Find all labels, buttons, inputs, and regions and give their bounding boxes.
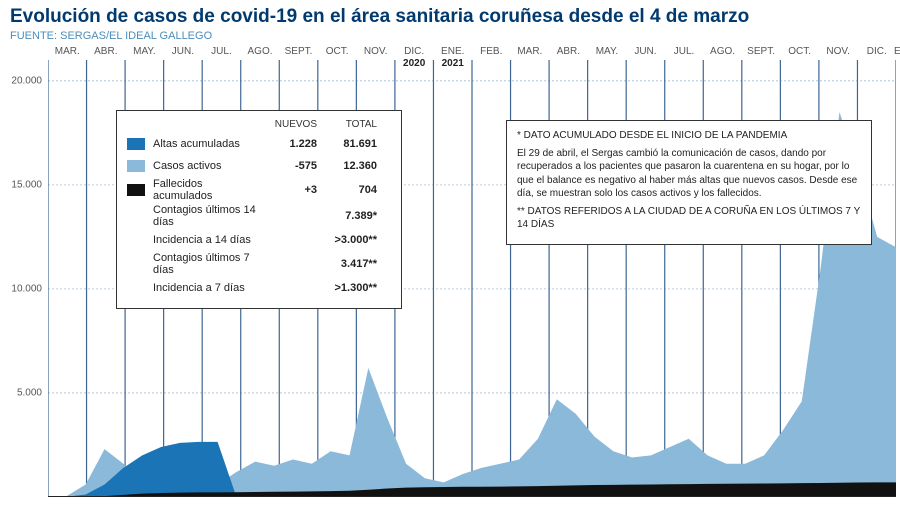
x-tick-label: OCT. [788, 46, 811, 57]
legend-label: Contagios últimos 7 días [153, 252, 257, 276]
legend-label: Casos activos [153, 160, 257, 172]
legend-row: Altas acumuladas1.22881.691 [127, 134, 391, 154]
legend-total: >1.300** [317, 282, 377, 294]
legend-row: Casos activos-57512.360 [127, 156, 391, 176]
y-tick-label: 10.000 [11, 283, 42, 294]
legend-nuevos: +3 [257, 184, 317, 196]
legend-nuevos: 1.228 [257, 138, 317, 150]
x-tick-label: AGO. [247, 46, 272, 57]
footnote-line-1: * DATO ACUMULADO DESDE EL INICIO DE LA P… [517, 129, 861, 143]
x-tick-label: FEB. [480, 46, 502, 57]
footnote-box: * DATO ACUMULADO DESDE EL INICIO DE LA P… [506, 120, 872, 245]
legend-total: 12.360 [317, 160, 377, 172]
legend-total: >3.000** [317, 234, 377, 246]
legend-row: Fallecidos acumulados+3704 [127, 178, 391, 202]
x-tick-label: SEPT. [747, 46, 775, 57]
x-tick-label: ABR. [557, 46, 580, 57]
x-tick-label: SEPT. [285, 46, 313, 57]
x-tick-label: JUN. [634, 46, 656, 57]
legend-total: 81.691 [317, 138, 377, 150]
legend-swatch [127, 160, 145, 172]
x-tick-label: JUN. [172, 46, 194, 57]
legend-label: Incidencia a 14 días [153, 234, 257, 246]
legend-row: Contagios últimos 7 días 3.417** [127, 252, 391, 276]
y-tick-label: 5.000 [17, 387, 42, 398]
x-tick-label: MAY. [133, 46, 155, 57]
figure-root: Evolución de casos de covid-19 en el áre… [0, 0, 900, 505]
x-tick-label: MAR. [517, 46, 542, 57]
x-tick-label: MAR. [55, 46, 80, 57]
footnote-line-2: ** DATOS REFERIDOS A LA CIUDAD DE A CORU… [517, 205, 861, 232]
x-tick-label: OCT. [326, 46, 349, 57]
legend-box: NUEVOS TOTAL Altas acumuladas1.22881.691… [116, 110, 402, 309]
legend-row: Contagios últimos 14 días 7.389* [127, 204, 391, 228]
x-tick-label: NOV. [364, 46, 388, 57]
x-tick-label: JUL. [211, 46, 232, 57]
legend-label: Fallecidos acumulados [153, 178, 257, 202]
legend-row: Incidencia a 7 días >1.300** [127, 278, 391, 298]
x-tick-label: ABR. [94, 46, 117, 57]
x-tick-label: ENE. [894, 46, 900, 57]
x-tick-label: DIC. [867, 46, 887, 57]
x-tick-label: MAY. [596, 46, 618, 57]
legend-swatch [127, 184, 145, 196]
x-tick-label: ENE. [441, 46, 464, 57]
legend-total: 704 [317, 184, 377, 196]
y-tick-label: 15.000 [11, 179, 42, 190]
y-tick-label: 20.000 [11, 75, 42, 86]
legend-label: Incidencia a 7 días [153, 282, 257, 294]
legend-row: Incidencia a 14 días >3.000** [127, 230, 391, 250]
legend-label: Contagios últimos 14 días [153, 204, 257, 228]
legend-header-total: TOTAL [317, 119, 377, 130]
y-axis-labels: 5.000 10.000 15.000 20.000 [0, 60, 46, 497]
footnote-body: El 29 de abril, el Sergas cambió la comu… [517, 147, 861, 201]
chart-title: Evolución de casos de covid-19 en el áre… [10, 6, 749, 28]
legend-swatch [127, 138, 145, 150]
legend-nuevos: -575 [257, 160, 317, 172]
legend-total: 3.417** [317, 258, 377, 270]
legend-total: 7.389* [317, 210, 377, 222]
chart-source: FUENTE: SERGAS/EL IDEAL GALLEGO [10, 30, 212, 42]
x-tick-label: DIC. [404, 46, 424, 57]
legend-label: Altas acumuladas [153, 138, 257, 150]
legend-header-nuevos: NUEVOS [257, 119, 317, 130]
x-tick-label: AGO. [710, 46, 735, 57]
x-tick-label: NOV. [826, 46, 850, 57]
x-tick-label: JUL. [674, 46, 695, 57]
